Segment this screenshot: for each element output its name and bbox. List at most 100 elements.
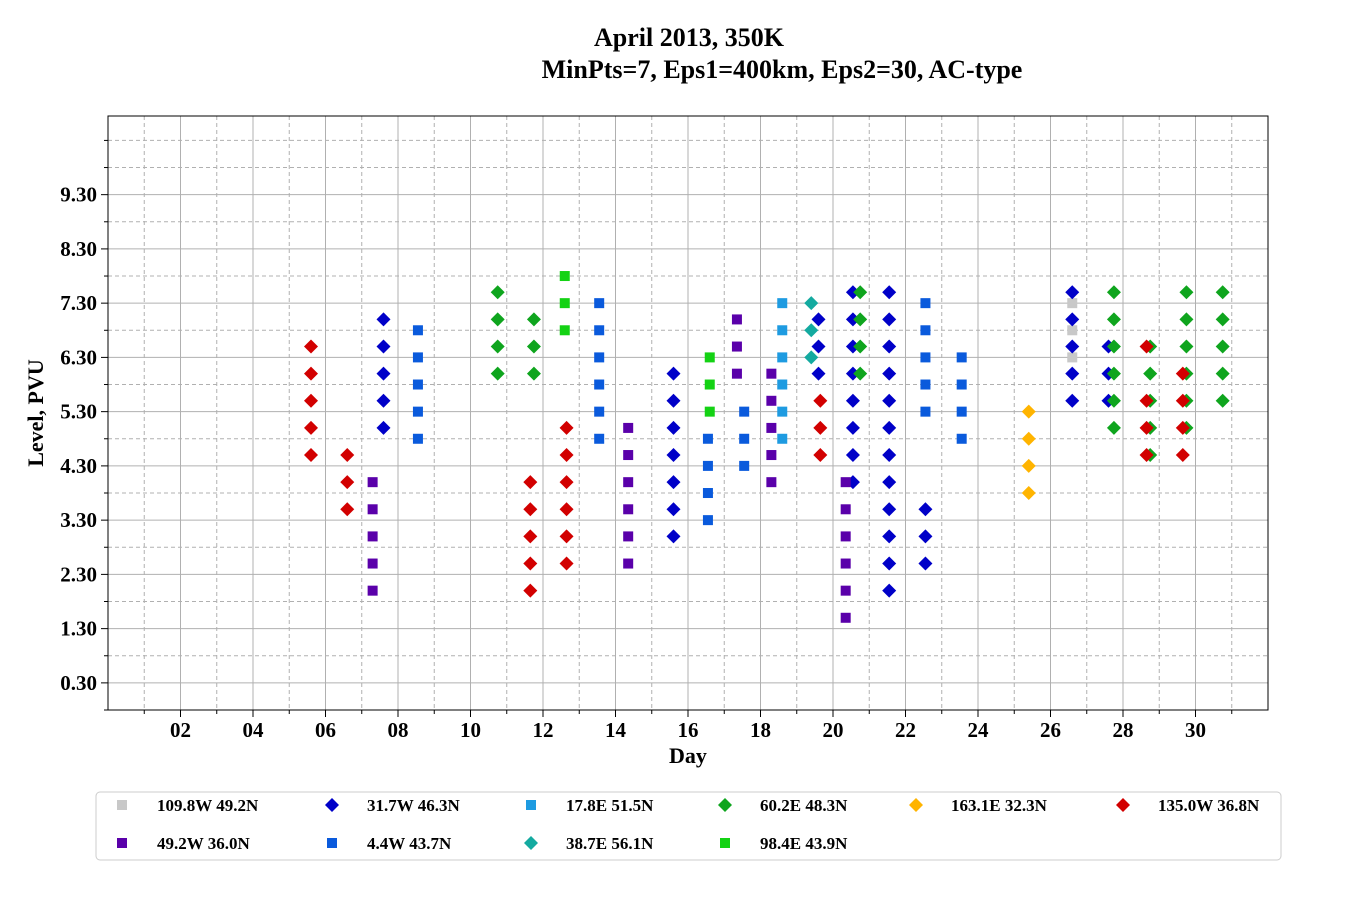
data-point: [1139, 420, 1154, 435]
data-point: [376, 420, 391, 435]
data-point: [559, 475, 574, 490]
data-point: [1065, 339, 1080, 354]
data-point: [523, 475, 538, 490]
data-point: [840, 504, 851, 515]
y-tick-label: 8.30: [60, 237, 97, 261]
data-point: [702, 488, 713, 499]
x-tick-label: 16: [678, 718, 699, 742]
data-point: [526, 339, 541, 354]
data-point: [367, 504, 378, 515]
data-point: [1139, 339, 1154, 354]
data-point: [559, 298, 570, 309]
data-point: [523, 529, 538, 544]
x-tick-label: 22: [895, 718, 916, 742]
legend-marker: [327, 838, 337, 848]
data-point: [840, 585, 851, 596]
data-point: [1175, 420, 1190, 435]
data-point: [811, 339, 826, 354]
y-tick-label: 5.30: [60, 400, 97, 424]
data-point: [882, 583, 897, 598]
data-point: [702, 460, 713, 471]
x-tick-label: 08: [388, 718, 409, 742]
y-tick-label: 9.30: [60, 183, 97, 207]
data-point: [766, 477, 777, 488]
data-point: [840, 477, 851, 488]
data-point: [766, 368, 777, 379]
data-point: [956, 433, 967, 444]
data-point: [853, 312, 868, 327]
x-tick-label: 20: [823, 718, 844, 742]
data-point: [1065, 366, 1080, 381]
x-tick-label: 14: [605, 718, 627, 742]
data-point: [882, 420, 897, 435]
data-point: [853, 366, 868, 381]
data-point: [845, 285, 860, 300]
x-tick-label: 06: [315, 718, 336, 742]
legend-label: 163.1E 32.3N: [951, 796, 1048, 815]
data-point: [920, 298, 931, 309]
data-point: [594, 352, 605, 363]
data-point: [304, 393, 318, 408]
data-point: [813, 420, 828, 435]
series-group: [1021, 404, 1036, 501]
data-point: [1139, 448, 1154, 463]
data-point: [490, 312, 505, 327]
data-point: [882, 366, 897, 381]
data-point: [882, 502, 897, 517]
data-point: [739, 460, 750, 471]
data-point: [376, 393, 391, 408]
data-point: [666, 366, 681, 381]
legend-label: 60.2E 48.3N: [760, 796, 848, 815]
series-group: [412, 298, 967, 526]
data-point: [840, 612, 851, 623]
data-point: [1215, 339, 1230, 354]
data-point: [766, 395, 777, 406]
x-tick-label: 02: [170, 718, 191, 742]
data-point: [1065, 393, 1080, 408]
data-point: [882, 475, 897, 490]
series-group: [1067, 298, 1078, 363]
data-point: [845, 366, 860, 381]
y-tick-label: 3.30: [60, 508, 97, 532]
x-axis-label: Day: [669, 743, 707, 768]
data-point: [594, 406, 605, 417]
data-point: [1067, 352, 1078, 363]
legend-frame: [95, 791, 1282, 861]
data-point: [956, 352, 967, 363]
series-group: [376, 285, 1116, 598]
data-point: [1021, 404, 1036, 419]
data-point: [804, 323, 819, 338]
data-point: [704, 352, 715, 363]
data-point: [367, 585, 378, 596]
data-point: [739, 433, 750, 444]
data-point: [1179, 312, 1194, 327]
legend-label: 98.4E 43.9N: [760, 834, 848, 853]
data-point: [845, 448, 860, 463]
data-point: [523, 556, 538, 571]
legend-marker: [117, 838, 127, 848]
data-point: [1021, 486, 1036, 501]
data-point: [920, 352, 931, 363]
data-markers: [304, 271, 1230, 623]
data-point: [412, 352, 423, 363]
data-point: [956, 406, 967, 417]
data-point: [412, 325, 423, 336]
data-point: [412, 379, 423, 390]
y-tick-label: 2.30: [60, 562, 97, 586]
data-point: [1067, 325, 1078, 336]
y-tick-label: 4.30: [60, 454, 97, 478]
legend-marker: [117, 800, 127, 810]
data-point: [523, 502, 538, 517]
x-tick-label: 10: [460, 718, 481, 742]
data-point: [623, 531, 634, 542]
data-point: [1021, 431, 1036, 446]
data-point: [920, 406, 931, 417]
series-group: [777, 298, 788, 444]
data-point: [1106, 420, 1121, 435]
data-point: [1065, 312, 1080, 327]
grid-lines: [108, 116, 1268, 711]
data-point: [704, 379, 715, 390]
data-point: [777, 379, 788, 390]
data-point: [559, 420, 574, 435]
y-tick-label: 7.30: [60, 291, 97, 315]
